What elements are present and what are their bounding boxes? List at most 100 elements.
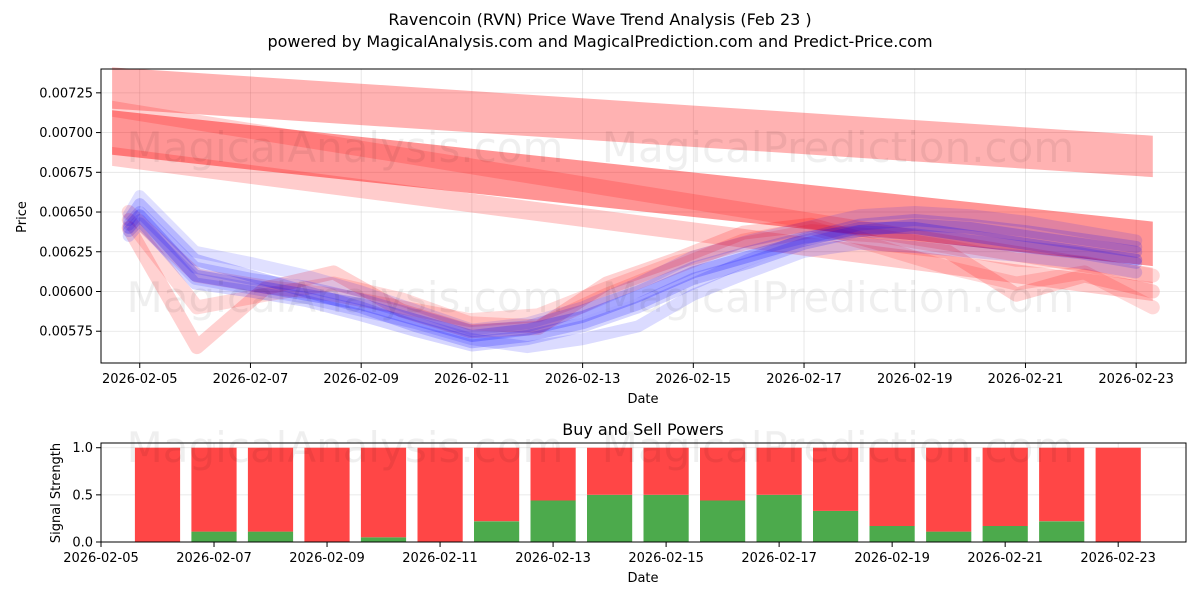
sell-bar	[643, 447, 689, 495]
signal-x-tick-label: 2026-02-23	[1080, 551, 1156, 566]
sell-bar	[1039, 447, 1085, 522]
watermark-analysis-mid: MagicalAnalysis.com	[127, 273, 564, 322]
signal-plot-title: Buy and Sell Powers	[562, 420, 724, 439]
red-wave-lines	[121, 205, 1160, 355]
blue-wave-line	[122, 190, 1143, 336]
price-plot-frame	[100, 68, 1187, 364]
chart-title-line1: Ravencoin (RVN) Price Wave Trend Analysi…	[388, 10, 811, 29]
signal-bars	[134, 447, 1141, 542]
buy-bar	[756, 494, 802, 542]
sell-bar	[982, 447, 1028, 526]
signal-x-tick-label: 2026-02-19	[854, 551, 930, 566]
signal-x-ticks: 2026-02-05 2026-02-07 2026-02-09 2026-02-11…	[63, 542, 1156, 566]
buy-bar	[700, 500, 746, 542]
signal-y-tick-label: 1.0	[72, 441, 93, 456]
sell-bar	[530, 447, 576, 501]
buy-bar	[530, 500, 576, 542]
price-x-tick-label: 2026-02-11	[434, 372, 510, 387]
red-wave-line	[121, 217, 1160, 355]
sell-bar	[247, 447, 294, 532]
signal-x-tick-label: 2026-02-13	[515, 551, 591, 566]
sell-bar	[360, 447, 407, 538]
price-x-tick-label: 2026-02-21	[988, 372, 1064, 387]
buy-bar	[813, 510, 859, 542]
price-x-ticks: 2026-02-05 2026-02-07 2026-02-09 2026-02-11…	[102, 363, 1174, 387]
buy-bar	[191, 531, 237, 542]
price-y-axis-label: Price	[15, 201, 30, 233]
buy-bar	[643, 494, 689, 542]
sell-bar	[191, 447, 237, 532]
signal-x-tick-label: 2026-02-07	[176, 551, 252, 566]
red-wave-line	[121, 213, 1160, 334]
buy-bar	[926, 531, 972, 542]
price-y-tick-label: 0.00675	[39, 166, 93, 181]
buy-bar	[1039, 521, 1085, 542]
price-y-tick-label: 0.00600	[39, 285, 93, 300]
price-x-axis-label: Date	[627, 392, 658, 407]
sell-bar	[417, 447, 463, 542]
signal-y-tick-label: 0.0	[72, 536, 93, 551]
price-y-ticks: 0.00575 0.00600 0.00625 0.00650 0.00675 0.007…	[39, 86, 101, 340]
signal-x-tick-label: 2026-02-21	[967, 551, 1043, 566]
sell-bar	[756, 447, 802, 495]
price-x-tick-label: 2026-02-15	[656, 372, 732, 387]
sell-bar	[926, 447, 972, 532]
signal-plot: Buy and Sell Powers MagicalAnalysis.com …	[49, 420, 1187, 586]
red-trend-band	[112, 110, 1153, 267]
price-y-tick-label: 0.00700	[39, 126, 93, 141]
signal-x-tick-label: 2026-02-15	[628, 551, 704, 566]
sell-bar	[700, 447, 746, 501]
blue-wave-line	[122, 206, 1143, 338]
signal-x-axis-label: Date	[627, 571, 658, 586]
price-y-tick-label: 0.00725	[39, 86, 93, 101]
signal-x-tick-label: 2026-02-05	[63, 551, 139, 566]
blue-wave-line	[122, 214, 1143, 352]
signal-y-tick-label: 0.5	[72, 488, 93, 503]
price-x-tick-label: 2026-02-19	[877, 372, 953, 387]
price-y-tick-label: 0.00625	[39, 245, 93, 260]
signal-y-axis-label: Signal Strength	[49, 443, 64, 543]
blue-wave-line	[122, 217, 1143, 354]
red-trend-band	[112, 100, 1153, 284]
price-y-tick-label: 0.00650	[39, 206, 93, 221]
price-y-tick-label: 0.00575	[39, 325, 93, 340]
sell-bar	[474, 447, 520, 522]
blue-wave-lines	[122, 190, 1143, 354]
buy-bar	[869, 526, 915, 542]
sell-bar	[134, 447, 181, 542]
price-x-tick-label: 2026-02-17	[766, 372, 842, 387]
price-x-tick-label: 2026-02-09	[323, 372, 399, 387]
watermark-prediction-top: MagicalPrediction.com	[602, 123, 1075, 172]
watermark-prediction-bottom: MagicalPrediction.com	[602, 423, 1075, 472]
red-trend-bands	[112, 67, 1153, 301]
sell-bar	[1095, 447, 1141, 542]
price-x-tick-label: 2026-02-13	[545, 372, 621, 387]
price-x-tick-label: 2026-02-23	[1098, 372, 1174, 387]
chart-title-line2: powered by MagicalAnalysis.com and Magic…	[267, 32, 932, 51]
watermark-analysis-bottom: MagicalAnalysis.com	[127, 423, 564, 472]
buy-bar	[360, 537, 407, 542]
price-gridlines	[101, 69, 1186, 363]
sell-bar	[869, 447, 915, 526]
signal-plot-frame	[100, 442, 1187, 543]
buy-bar	[982, 526, 1028, 542]
sell-bar	[304, 447, 350, 542]
watermark-analysis-top: MagicalAnalysis.com	[127, 123, 564, 172]
signal-x-tick-label: 2026-02-11	[402, 551, 478, 566]
signal-y-ticks: 0.0 0.5 1.0	[72, 441, 101, 551]
red-wave-line	[121, 205, 1160, 328]
price-x-tick-label: 2026-02-07	[213, 372, 289, 387]
blue-wave-line	[122, 198, 1143, 349]
signal-x-tick-label: 2026-02-17	[741, 551, 817, 566]
price-x-tick-label: 2026-02-05	[102, 372, 178, 387]
red-trend-band	[112, 146, 1153, 301]
watermark-prediction-mid: MagicalPrediction.com	[602, 273, 1075, 322]
blue-wave-line	[122, 209, 1143, 342]
buy-bar	[587, 494, 633, 542]
buy-bar	[474, 521, 520, 542]
red-trend-band	[112, 67, 1153, 178]
sell-bar	[813, 447, 859, 511]
price-plot: MagicalAnalysis.com MagicalPrediction.co…	[15, 67, 1187, 407]
signal-x-tick-label: 2026-02-09	[289, 551, 365, 566]
